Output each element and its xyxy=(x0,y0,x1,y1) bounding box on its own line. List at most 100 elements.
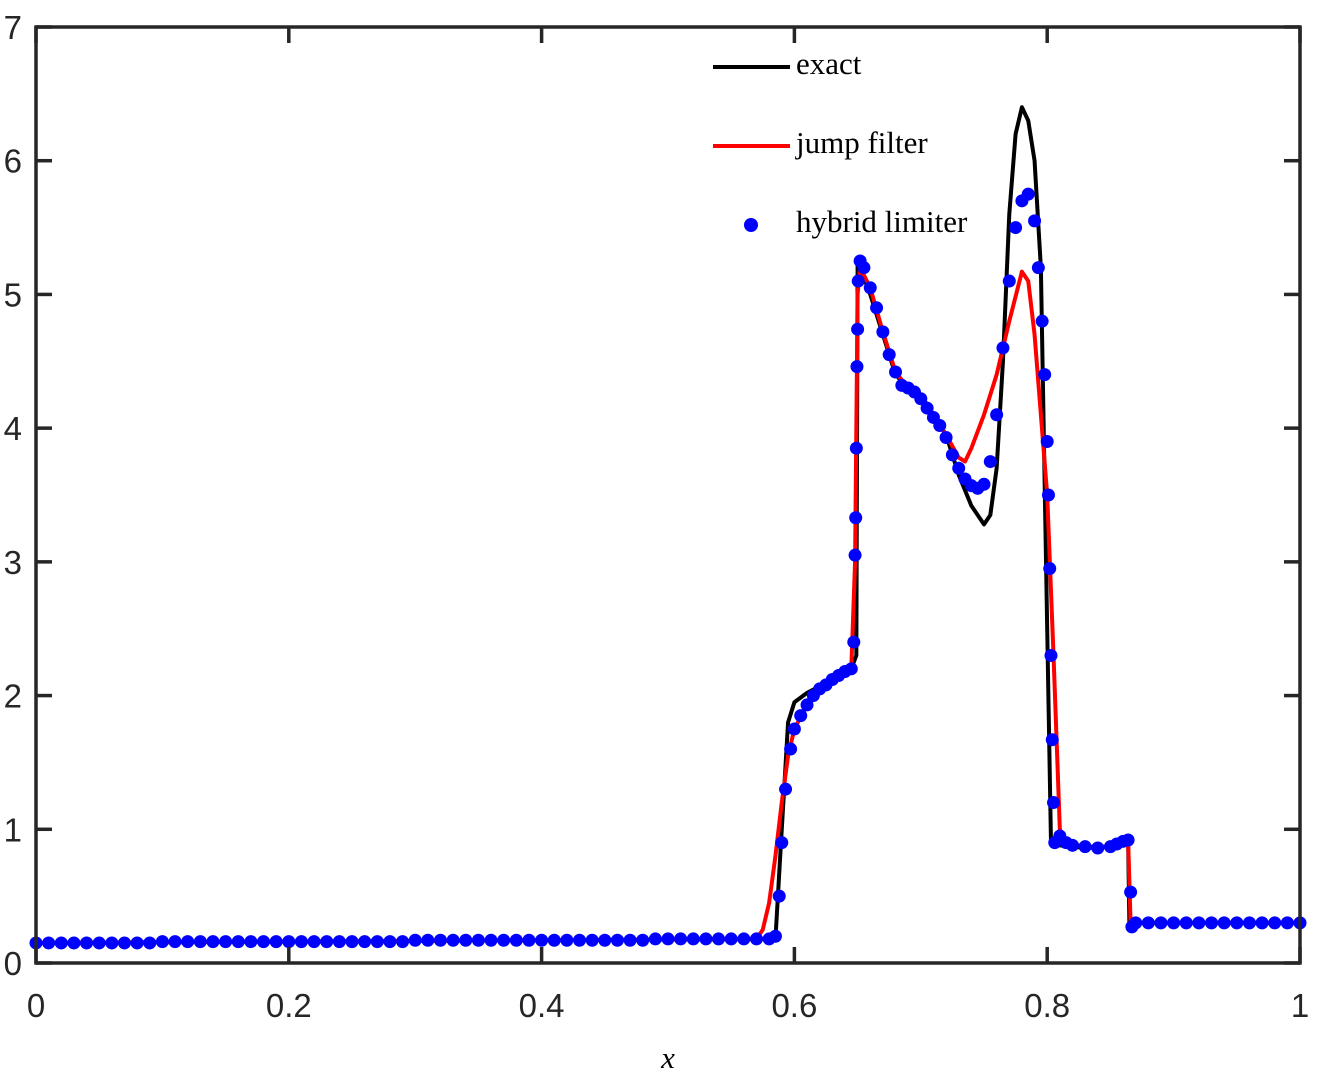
data-point xyxy=(522,933,536,947)
data-point xyxy=(1002,274,1016,288)
data-point xyxy=(1065,838,1079,852)
data-point xyxy=(847,635,861,649)
data-point xyxy=(370,935,384,949)
data-point xyxy=(244,935,258,949)
data-point xyxy=(332,935,346,949)
data-point xyxy=(648,932,662,946)
data-point xyxy=(1179,916,1193,930)
x-tick-label: 0.4 xyxy=(519,987,565,1024)
data-point xyxy=(396,935,410,949)
data-point xyxy=(560,933,574,947)
data-point xyxy=(130,936,144,950)
data-line xyxy=(35,105,1300,945)
x-axis-label: x xyxy=(660,1040,675,1075)
data-point xyxy=(983,455,997,469)
y-tick-label: 6 xyxy=(4,143,22,180)
data-point xyxy=(1078,840,1092,854)
data-point xyxy=(1031,261,1045,275)
data-point xyxy=(775,836,789,850)
x-tick-label: 1 xyxy=(1291,987,1309,1024)
data-point xyxy=(1009,221,1023,235)
data-point xyxy=(358,935,372,949)
data-point xyxy=(1021,187,1035,201)
data-point xyxy=(206,935,220,949)
data-point xyxy=(269,935,283,949)
data-point xyxy=(155,935,169,949)
data-point xyxy=(1167,916,1181,930)
data-point xyxy=(977,477,991,491)
data-point xyxy=(1038,368,1052,382)
data-point xyxy=(471,933,485,947)
data-point xyxy=(1205,916,1219,930)
data-point xyxy=(848,548,862,562)
axes-box xyxy=(34,25,1302,965)
data-point xyxy=(787,722,801,736)
data-point xyxy=(724,932,738,946)
data-point xyxy=(1043,562,1057,576)
data-point xyxy=(737,932,751,946)
data-point xyxy=(768,929,782,943)
data-point xyxy=(54,936,68,950)
data-point xyxy=(1141,916,1155,930)
data-point xyxy=(585,933,599,947)
data-point xyxy=(1217,916,1231,930)
data-point xyxy=(573,933,587,947)
data-point xyxy=(661,932,675,946)
data-point xyxy=(294,935,308,949)
y-tick-label: 2 xyxy=(4,678,22,715)
data-point xyxy=(509,933,523,947)
y-tick-label: 4 xyxy=(4,410,22,447)
data-point xyxy=(1035,314,1049,328)
data-point xyxy=(193,935,207,949)
x-tick-label: 0.2 xyxy=(266,987,312,1024)
data-point xyxy=(67,936,81,950)
data-point xyxy=(459,933,473,947)
data-point xyxy=(547,933,561,947)
data-point xyxy=(857,261,871,275)
data-point xyxy=(699,932,713,946)
data-point xyxy=(849,441,863,455)
data-point xyxy=(945,448,959,462)
y-tick-label: 3 xyxy=(4,544,22,581)
data-point xyxy=(712,932,726,946)
data-point xyxy=(320,935,334,949)
data-point xyxy=(1192,916,1206,930)
data-point xyxy=(990,408,1004,422)
y-tick-label: 0 xyxy=(4,945,22,982)
x-tick-label: 0.6 xyxy=(771,987,817,1024)
data-point xyxy=(779,782,793,796)
y-tick-label: 1 xyxy=(4,811,22,848)
data-point xyxy=(952,461,966,475)
data-point xyxy=(851,322,865,336)
data-point xyxy=(257,935,271,949)
data-point xyxy=(497,933,511,947)
data-point xyxy=(870,301,884,315)
data-point xyxy=(939,431,953,445)
data-point xyxy=(800,698,814,712)
data-point xyxy=(1242,916,1256,930)
data-point xyxy=(231,935,245,949)
data-point xyxy=(1280,916,1294,930)
data-point xyxy=(933,418,947,432)
data-point xyxy=(383,935,397,949)
y-tick-label: 7 xyxy=(4,9,22,46)
data-point xyxy=(686,932,700,946)
data-point xyxy=(446,933,460,947)
data-point xyxy=(282,935,296,949)
data-point xyxy=(598,933,612,947)
data-point xyxy=(433,933,447,947)
data-point xyxy=(889,365,903,379)
data-point xyxy=(1230,916,1244,930)
data-point xyxy=(1028,214,1042,228)
data-point xyxy=(610,933,624,947)
y-tick-label: 5 xyxy=(4,276,22,313)
legend-label: hybrid limiter xyxy=(796,204,968,239)
legend-marker xyxy=(744,218,758,232)
data-point xyxy=(772,889,786,903)
data-point xyxy=(844,662,858,676)
data-point xyxy=(1047,796,1061,810)
data-point xyxy=(1129,916,1143,930)
data-point xyxy=(851,274,865,288)
x-tick-label: 0 xyxy=(27,987,45,1024)
